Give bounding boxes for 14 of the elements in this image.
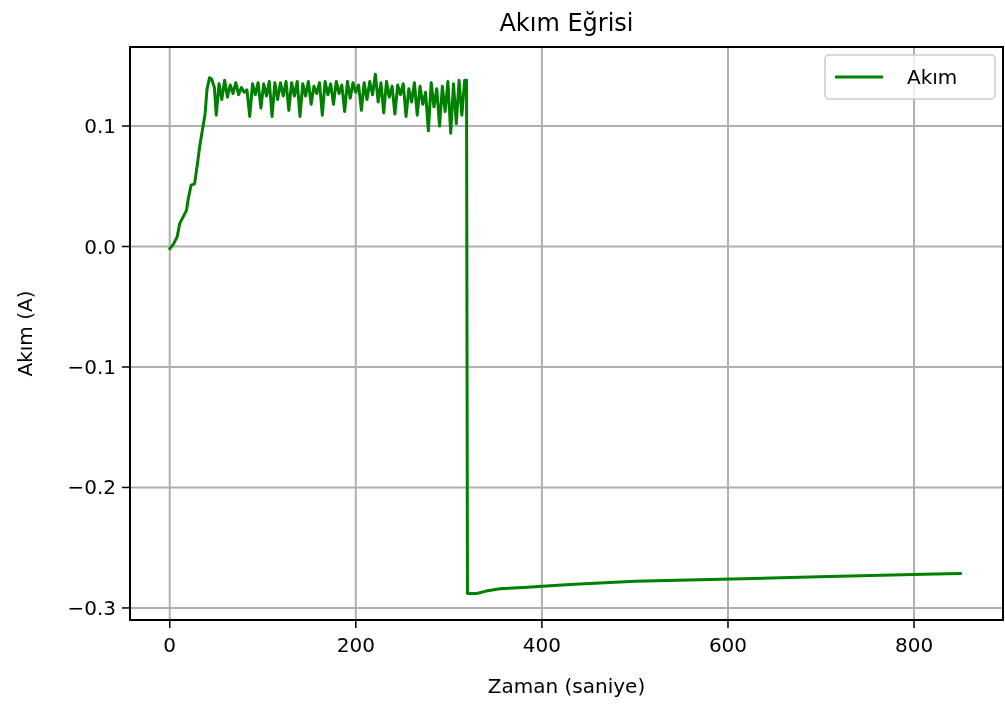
- x-tick-label: 0: [163, 633, 177, 657]
- chart-title: Akım Eğrisi: [499, 9, 634, 37]
- x-tick-label: 600: [708, 633, 748, 657]
- legend-label: Akım: [907, 65, 958, 89]
- y-tick-label: 0.0: [84, 234, 116, 259]
- y-tick-label: −0.3: [67, 595, 116, 620]
- x-axis-title: Zaman (saniye): [487, 674, 646, 698]
- y-tick-label: 0.1: [84, 114, 116, 139]
- x-tick-label: 800: [894, 633, 934, 657]
- y-tick-label: −0.2: [67, 475, 116, 500]
- y-tick-label: −0.1: [67, 354, 116, 379]
- x-tick-label: 400: [522, 633, 561, 657]
- y-axis-title: Akım (A): [13, 290, 37, 377]
- x-tick-label: 200: [336, 633, 375, 657]
